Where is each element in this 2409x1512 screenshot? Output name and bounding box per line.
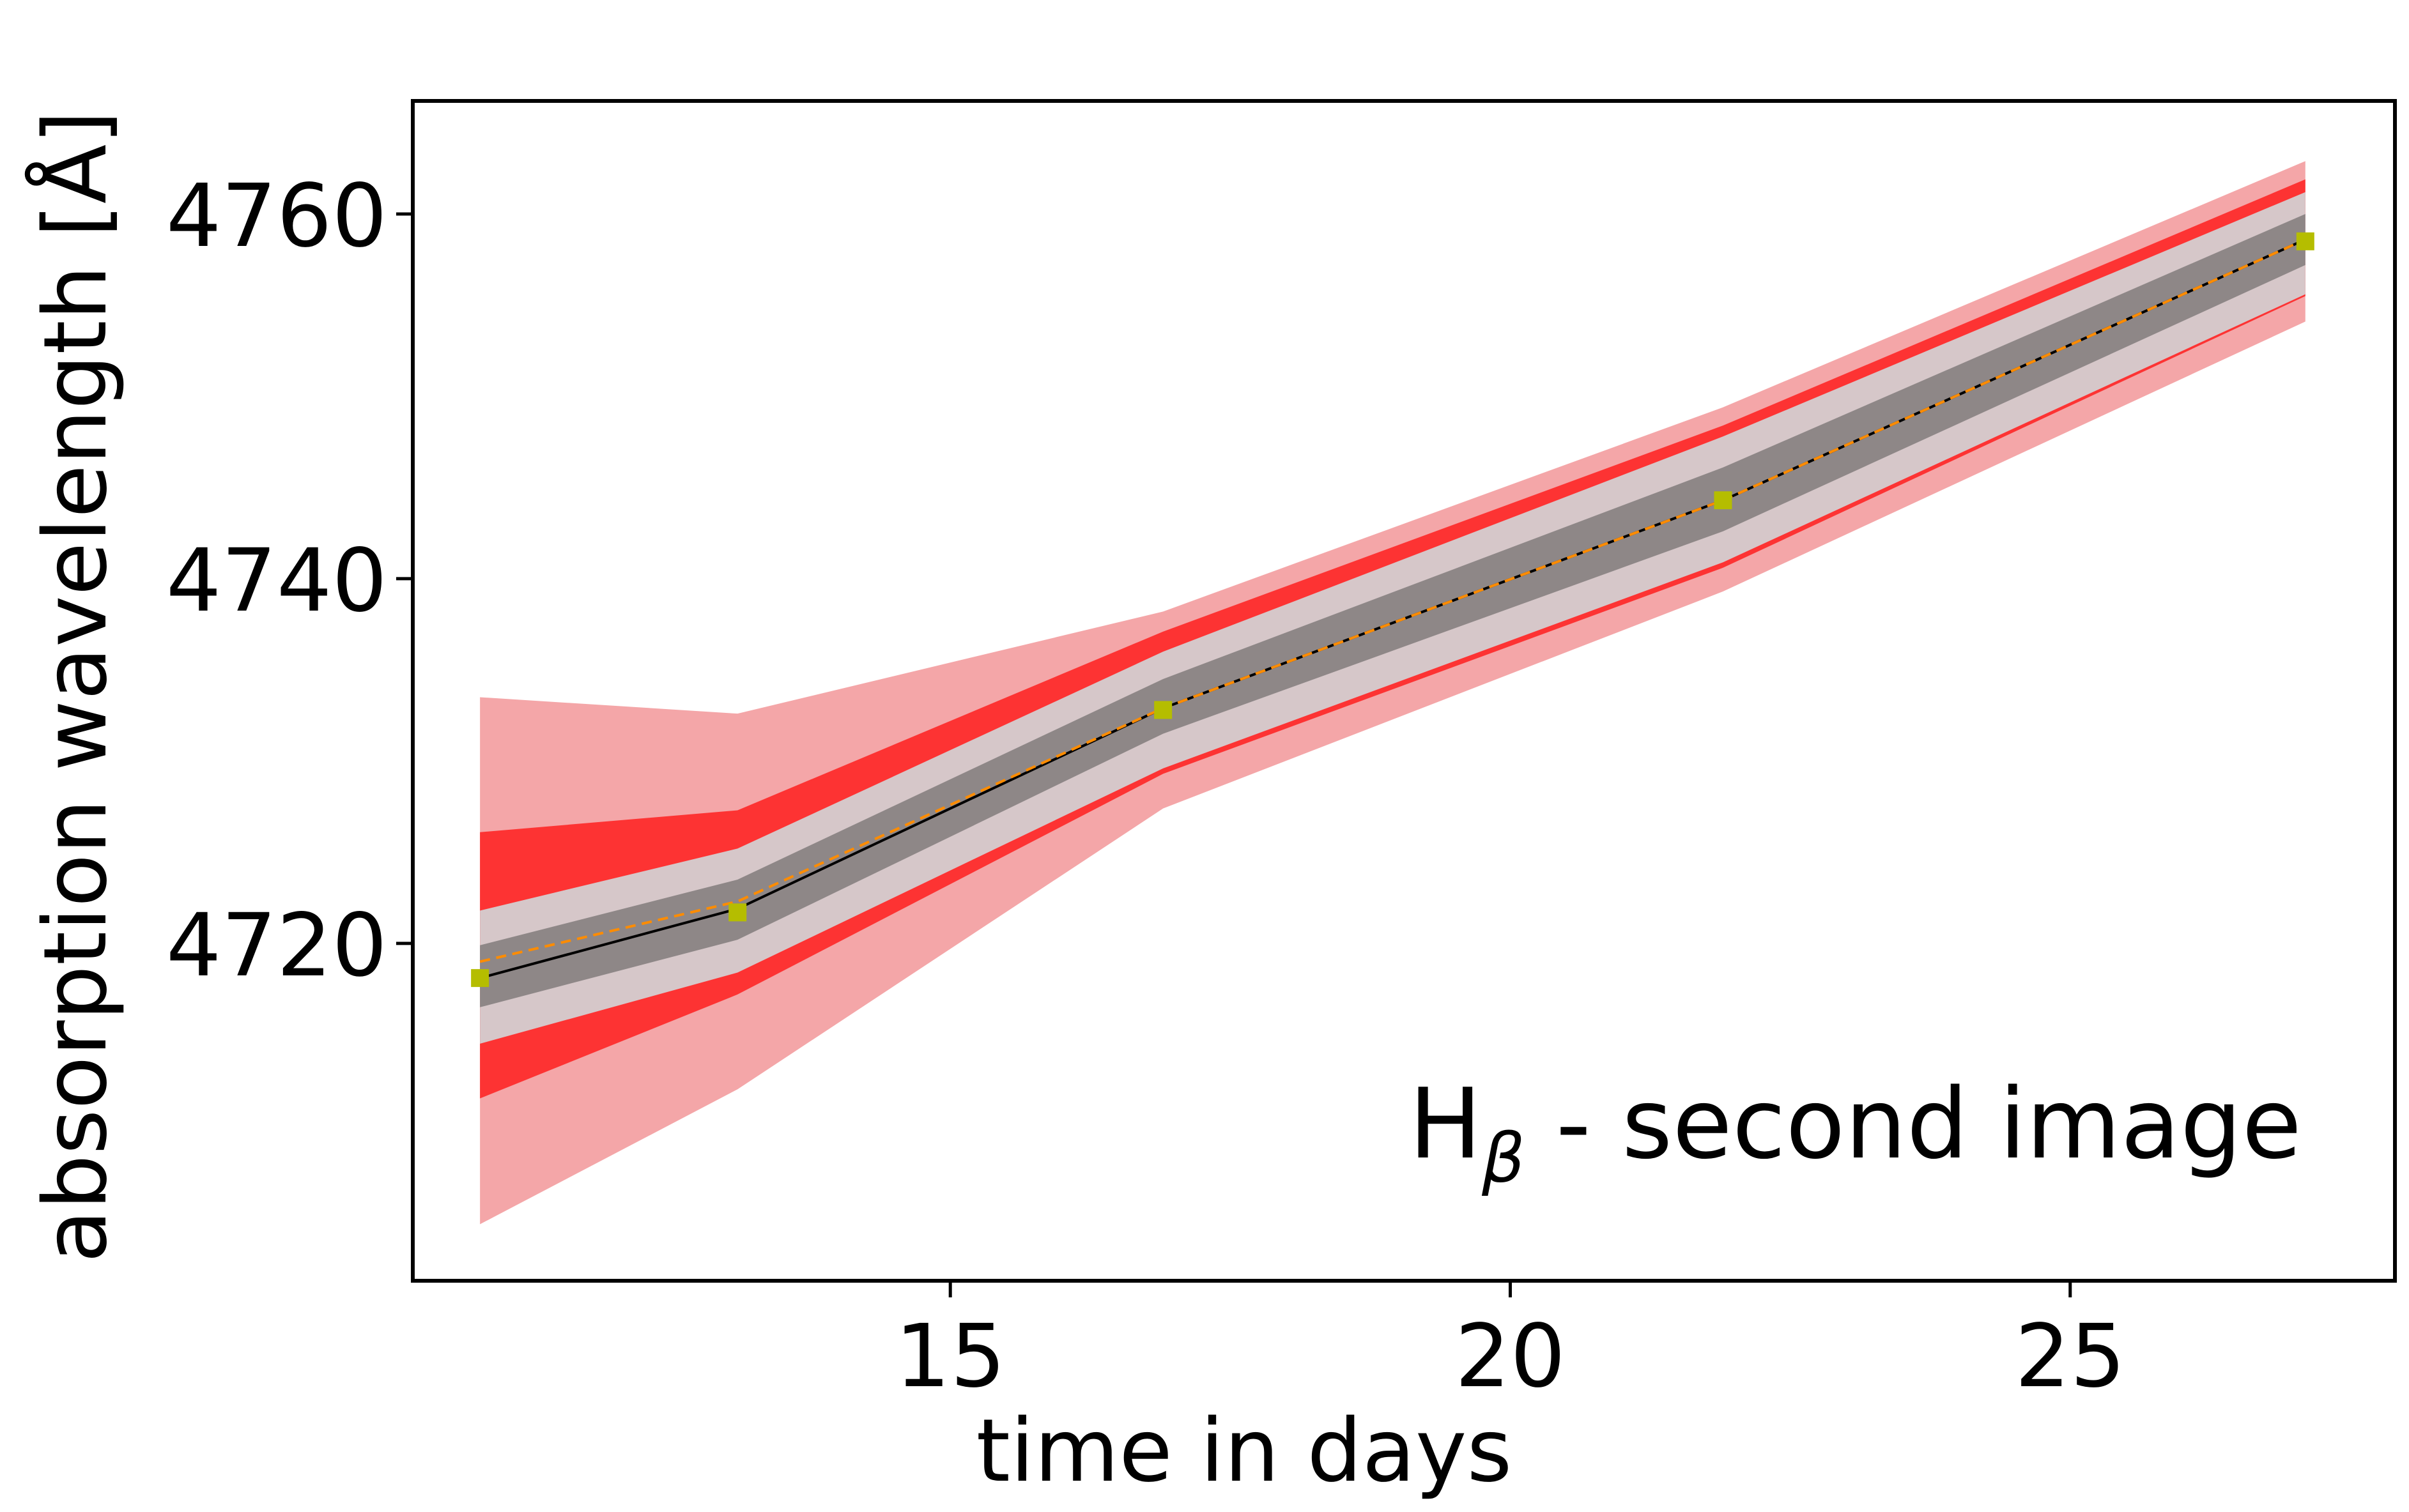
annotation-suffix: - second image [1525,1067,2302,1180]
plot-frame [411,99,2397,1283]
annotation-main: H [1409,1067,1482,1180]
band-4 [480,213,2305,1007]
data-point-marker [728,903,747,922]
y-tick-label: 4720 [166,896,387,997]
y-axis-ticks: 4720 4740 4760 [166,166,413,997]
x-tick-label: 25 [2015,1306,2125,1407]
x-tick-label: 15 [895,1306,1006,1407]
y-axis-label: absorption wavelength [Å] [25,111,127,1263]
annotation-subscript: β [1481,1119,1525,1198]
y-tick-label: 4760 [166,166,387,267]
x-axis-ticks: 15 20 25 [895,1281,2125,1407]
x-axis-label: time in days [976,1401,1512,1502]
chart-annotation: Hβ - second image [1409,1067,2302,1198]
confidence-bands [480,161,2305,1225]
data-point-marker [2296,232,2314,250]
data-point-marker [1714,491,1732,510]
x-tick-label: 20 [1455,1306,1566,1407]
y-tick-label: 4740 [166,531,387,632]
data-point-marker [1154,701,1173,719]
data-point-marker [471,969,489,988]
data-markers [471,232,2314,988]
